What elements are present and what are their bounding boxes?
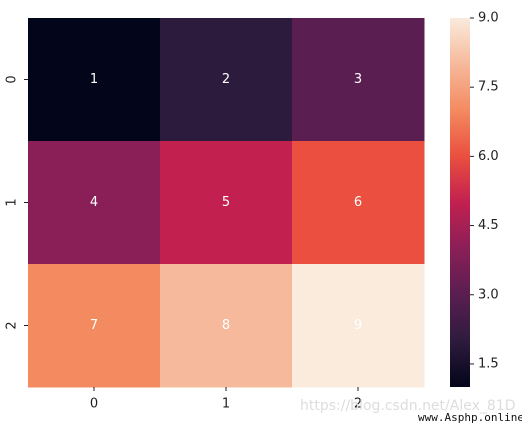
colorbar-tick-label: 3.0 (478, 287, 499, 302)
cell (292, 141, 425, 265)
heatmap: 1 2 3 4 5 6 7 8 9 0 1 2 0 1 2 1.5 3.0 4.5 6.0 7.5 9.0 (5, 11, 499, 412)
cell (292, 18, 425, 142)
cell (28, 141, 161, 265)
y-tick-label: 0 (5, 75, 20, 83)
cell (160, 18, 293, 142)
colorbar-tick-label: 6.0 (478, 149, 499, 164)
colorbar-tick-label: 4.5 (478, 218, 499, 233)
watermark: https://blog.csdn.net/Alex_81D (300, 398, 515, 414)
cell-label: 3 (354, 72, 362, 87)
cell-label: 2 (222, 72, 230, 87)
x-tick-label: 0 (90, 397, 98, 412)
cell (28, 18, 161, 142)
cell-label: 5 (222, 195, 230, 210)
cell-label: 6 (354, 195, 362, 210)
colorbar-tick-label: 1.5 (478, 356, 499, 371)
cell-label: 8 (222, 318, 230, 333)
y-tick-label: 2 (5, 321, 20, 329)
colorbar-tick-label: 9.0 (478, 11, 499, 26)
cell (292, 264, 425, 388)
y-tick-label: 1 (5, 198, 20, 206)
cell (28, 264, 161, 388)
cell-label: 1 (90, 72, 98, 87)
cell-label: 4 (90, 195, 98, 210)
x-tick-label: 1 (222, 397, 230, 412)
watermark: www.Asphp.online (418, 411, 522, 424)
colorbar-tick-label: 7.5 (478, 80, 499, 95)
cell (160, 141, 293, 265)
cell-label: 9 (354, 318, 362, 333)
colorbar (450, 18, 470, 387)
cell (160, 264, 293, 388)
x-tick-label: 2 (354, 397, 362, 412)
cell-label: 7 (90, 318, 98, 333)
